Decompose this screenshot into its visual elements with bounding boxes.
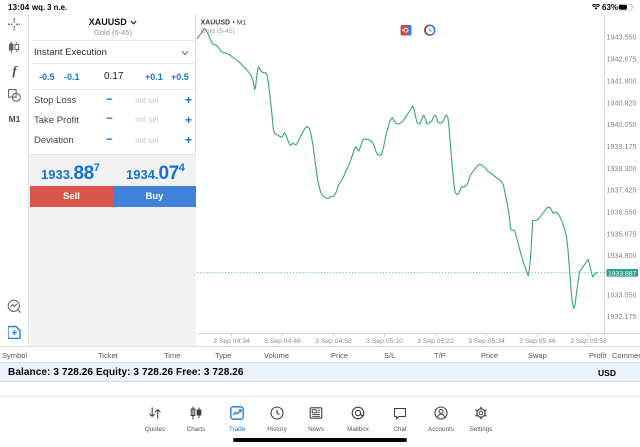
svg-text:Gold (5-45): Gold (5-45) bbox=[201, 28, 235, 35]
svg-text:1935.675: 1935.675 bbox=[607, 229, 637, 238]
svg-text:1933.887: 1933.887 bbox=[608, 270, 637, 277]
svg-text:XAUUSD: XAUUSD bbox=[201, 19, 231, 26]
svg-text:1936.550: 1936.550 bbox=[607, 208, 637, 217]
svg-text:1941.800: 1941.800 bbox=[607, 76, 637, 85]
svg-text:1940.925: 1940.925 bbox=[607, 98, 637, 107]
svg-text:3 Sep 04:58: 3 Sep 04:58 bbox=[315, 338, 352, 345]
svg-text:1939.175: 1939.175 bbox=[607, 142, 637, 151]
svg-text:• M1: • M1 bbox=[233, 19, 247, 26]
svg-text:3 Sep 04:34: 3 Sep 04:34 bbox=[213, 338, 250, 345]
svg-text:1937.425: 1937.425 bbox=[607, 186, 637, 195]
svg-text:1932.175: 1932.175 bbox=[607, 312, 637, 321]
svg-text:1943.550: 1943.550 bbox=[607, 33, 637, 42]
svg-text:1942.675: 1942.675 bbox=[607, 55, 637, 64]
svg-text:3 Sep 05:58: 3 Sep 05:58 bbox=[570, 338, 607, 345]
svg-text:3 Sep 05:10: 3 Sep 05:10 bbox=[366, 338, 403, 345]
svg-text:3 Sep 05:34: 3 Sep 05:34 bbox=[468, 338, 505, 345]
svg-text:1940.050: 1940.050 bbox=[607, 120, 637, 129]
svg-text:1938.300: 1938.300 bbox=[607, 164, 637, 173]
svg-text:3 Sep 05:46: 3 Sep 05:46 bbox=[519, 338, 556, 345]
svg-text:3 Sep 04:46: 3 Sep 04:46 bbox=[264, 338, 301, 345]
svg-text:3 Sep 05:22: 3 Sep 05:22 bbox=[417, 338, 454, 345]
svg-text:1933.050: 1933.050 bbox=[607, 291, 637, 300]
svg-text:1934.800: 1934.800 bbox=[607, 251, 637, 260]
